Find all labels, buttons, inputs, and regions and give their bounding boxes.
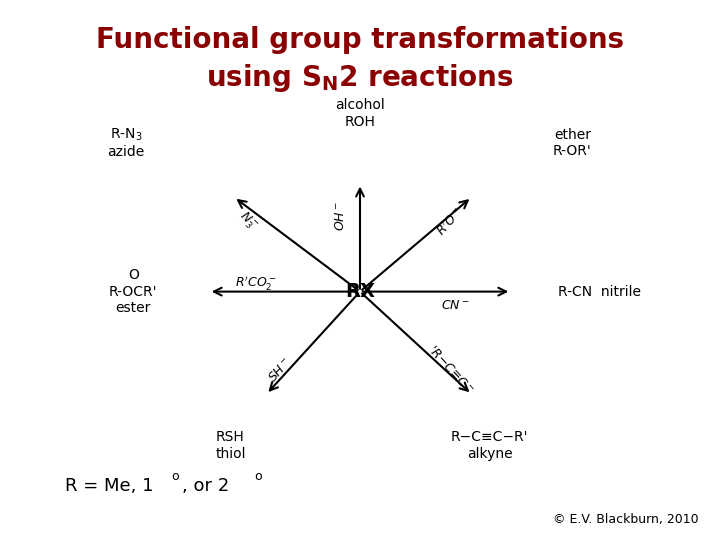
Text: R = Me, 1: R = Me, 1 bbox=[65, 477, 153, 495]
Text: R-N$_3$
azide: R-N$_3$ azide bbox=[107, 127, 145, 159]
Text: R−C≡C−R'
alkyne: R−C≡C−R' alkyne bbox=[451, 430, 528, 461]
Text: Functional group transformations: Functional group transformations bbox=[96, 26, 624, 55]
Text: $R'CO_2^-$: $R'CO_2^-$ bbox=[235, 274, 276, 293]
Text: $R'O^-$: $R'O^-$ bbox=[433, 204, 467, 239]
Text: R-CN  nitrile: R-CN nitrile bbox=[558, 285, 641, 299]
Text: © E.V. Blackburn, 2010: © E.V. Blackburn, 2010 bbox=[553, 514, 698, 526]
Text: $OH^-$: $OH^-$ bbox=[334, 201, 347, 231]
Text: $SH^-$: $SH^-$ bbox=[266, 355, 295, 385]
Text: alcohol
ROH: alcohol ROH bbox=[335, 98, 385, 129]
Text: o: o bbox=[254, 470, 262, 483]
Text: $CN^-$: $CN^-$ bbox=[441, 299, 470, 312]
Text: using $\mathbf{S_N}$2 reactions: using $\mathbf{S_N}$2 reactions bbox=[206, 62, 514, 94]
Text: ether
R-OR': ether R-OR' bbox=[553, 128, 592, 158]
Text: $N_3^-$: $N_3^-$ bbox=[235, 208, 261, 234]
Text: O
R-OCR'
ester: O R-OCR' ester bbox=[109, 268, 158, 315]
Text: RSH
thiol: RSH thiol bbox=[215, 430, 246, 461]
Text: 'R−C≡C$^-$: 'R−C≡C$^-$ bbox=[425, 343, 475, 397]
Text: o: o bbox=[171, 470, 179, 483]
Text: RX: RX bbox=[345, 282, 375, 301]
Text: , or 2: , or 2 bbox=[182, 477, 230, 495]
